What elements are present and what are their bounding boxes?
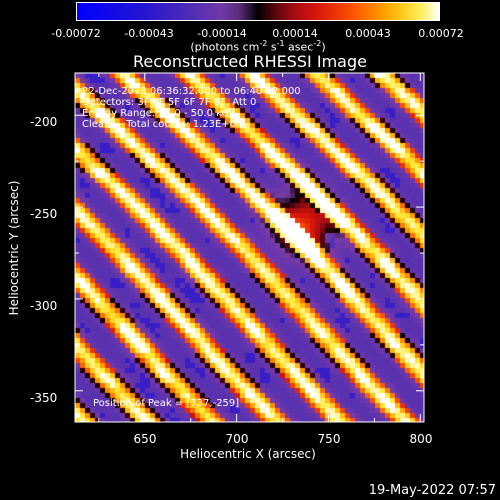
colorbar-tick-label: 0.00043: [345, 27, 391, 40]
colorbar: [76, 2, 440, 21]
chart-title: Reconstructed RHESSI Image: [133, 52, 367, 71]
annotation-peak-position: Position of Peak = [737,-259]: [93, 398, 240, 409]
x-tick-label: 700: [225, 432, 249, 446]
colorbar-tick-label: 0.00014: [272, 27, 318, 40]
y-tick-label: -200: [30, 115, 58, 129]
timestamp: 19-May-2022 07:57: [368, 483, 496, 498]
y-tick-label: -250: [30, 207, 58, 221]
y-tick-label: -300: [30, 299, 58, 313]
colorbar-tick-label: -0.00014: [197, 27, 247, 40]
colorbar-tick-label: -0.00072: [51, 27, 101, 40]
x-axis-label: Heliocentric X (arcsec): [180, 447, 316, 461]
annotation-time-range: 22-Dec-2013 06:36:32.000 to 06:40:52.000: [82, 86, 301, 97]
colorbar-tick-label: -0.00043: [124, 27, 174, 40]
y-tick-label: -350: [30, 391, 58, 405]
x-tick-label: 800: [409, 432, 433, 446]
annotation-energy-range: Energy Range: 25.0 - 50.0 keV: [82, 108, 235, 119]
x-tick-label: 750: [317, 432, 341, 446]
x-tick-label: 650: [133, 432, 157, 446]
y-axis-label: Heliocentric Y (arcsec): [7, 180, 21, 316]
colorbar-units: (photons cm-2 s-1 asec-2): [190, 39, 326, 54]
annotation-clean-counts: Clean Total counts: 1.23E+04: [82, 119, 243, 130]
annotation-detectors: Detectors: 3F 4F 5F 6F 7F 8F, Att 0: [82, 97, 257, 108]
colorbar-tick-label: 0.00072: [418, 27, 464, 40]
